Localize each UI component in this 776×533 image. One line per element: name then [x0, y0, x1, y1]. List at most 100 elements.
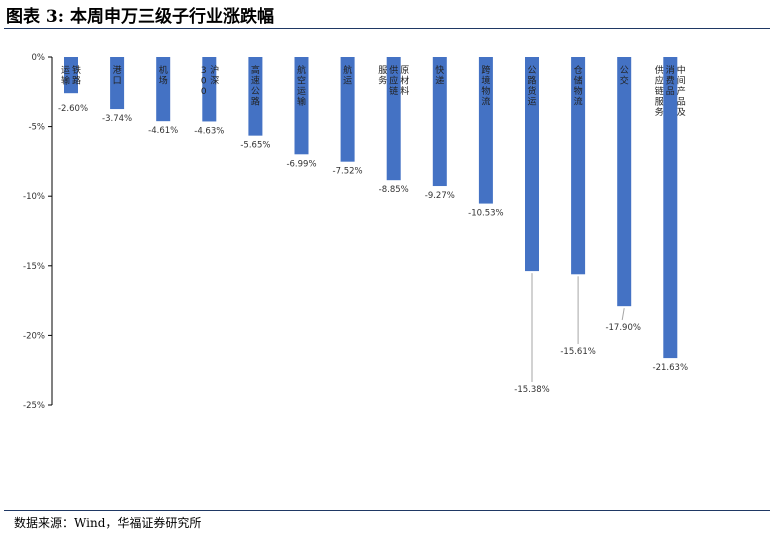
bar: [110, 57, 125, 110]
category-label-char: 服: [655, 97, 664, 108]
category-label-char: 公: [251, 86, 260, 97]
bar: [525, 57, 539, 272]
category-label-char: 供: [655, 64, 664, 76]
y-tick-label: -5%: [28, 123, 45, 133]
y-tick-label: -15%: [23, 262, 45, 272]
category-label-char: 深: [210, 76, 219, 87]
category-label-char: 链: [389, 85, 398, 97]
data-label: -2.60%: [58, 104, 88, 114]
category-label-char: 材: [400, 75, 409, 87]
category-label-char: 航: [343, 64, 352, 76]
bar-chart: 0% -5% -10% -15% -20% -25% -2.60% -3.74% -4.61%…: [23, 53, 688, 411]
category-label-char: 务: [655, 106, 664, 118]
category-label-char: 港: [113, 64, 122, 76]
leader-line: [621, 308, 625, 321]
category-label-char: 0: [201, 77, 207, 87]
data-label: -9.27%: [425, 191, 455, 201]
figure-title: 图表 3: 本周申万三级子行业涨跌幅: [6, 7, 274, 27]
category-label-char: 供: [389, 64, 398, 76]
category-label-char: 品: [666, 86, 675, 97]
y-axis: 0% -5% -10% -15% -20% -25%: [23, 53, 53, 411]
category-label-char: 空: [297, 75, 306, 87]
source-note: 数据来源：Wind，华福证券研究所: [14, 516, 202, 530]
category-label-char: 费: [666, 75, 675, 87]
bar: [294, 57, 309, 155]
category-label-char: 中: [677, 64, 686, 76]
category-label-char: 跨: [481, 65, 490, 76]
bar: [340, 57, 355, 162]
data-label: -8.85%: [379, 185, 409, 195]
category-label-char: 航: [297, 64, 306, 76]
category-label-char: 交: [620, 75, 629, 87]
title-rule: [4, 28, 770, 29]
category-label-char: 口: [113, 77, 122, 87]
category-label-char: 料: [400, 85, 409, 97]
category-label-char: 公: [527, 65, 536, 76]
category-label-char: 0: [201, 87, 207, 97]
category-labels: 铁路运输港口机场沪深300高速公路航空运输航运原材料供应链服务快递跨境物流公路货…: [61, 64, 686, 118]
category-label-char: 3: [201, 66, 207, 76]
category-label-char: 应: [389, 75, 398, 87]
category-label-char: 运: [61, 65, 70, 76]
data-label: -7.52%: [333, 167, 363, 177]
category-label-char: 产: [677, 85, 686, 97]
data-label: -21.63%: [653, 363, 688, 373]
data-label: -3.74%: [102, 114, 132, 124]
y-tick-label: -10%: [23, 192, 45, 202]
category-label-char: 应: [655, 75, 664, 87]
bar: [156, 57, 171, 122]
category-label-char: 公: [620, 65, 629, 76]
data-label: -10.53%: [468, 209, 503, 219]
bar: [571, 57, 586, 275]
category-label-char: 货: [527, 85, 536, 97]
category-label-char: 运: [343, 76, 352, 87]
y-tick-label: -20%: [23, 331, 45, 341]
category-label-char: 铁: [72, 64, 81, 76]
category-label-char: 输: [61, 75, 70, 87]
category-label-char: 运: [297, 86, 306, 97]
category-label-char: 沪: [210, 64, 219, 76]
data-label: -5.65%: [240, 141, 270, 151]
category-label-char: 及: [677, 107, 686, 118]
bar: [64, 57, 78, 94]
bar: [617, 57, 632, 307]
source-rule: [4, 510, 770, 511]
category-label-char: 快: [435, 64, 444, 76]
bar: [432, 57, 447, 187]
data-label: -6.99%: [286, 159, 316, 169]
bar: [202, 57, 217, 122]
category-label-char: 链: [655, 85, 664, 97]
bar: [663, 57, 678, 359]
data-labels: -2.60% -3.74% -4.61% -4.63% -5.65% -6.99% -7.5…: [58, 104, 688, 395]
category-label-char: 间: [677, 75, 686, 87]
category-label-char: 流: [481, 96, 490, 108]
category-label-char: 境: [481, 75, 490, 87]
category-label-char: 流: [574, 96, 583, 108]
category-label-char: 运: [527, 97, 536, 108]
data-label: -15.38%: [514, 385, 549, 395]
category-label-char: 储: [574, 75, 583, 87]
category-label-char: 原: [400, 65, 409, 76]
category-label-char: 务: [378, 75, 387, 87]
y-tick-label: -25%: [23, 401, 45, 411]
bars: [64, 57, 678, 359]
data-label: -17.90%: [605, 323, 640, 333]
category-label-char: 路: [251, 96, 260, 108]
category-label-char: 输: [297, 96, 306, 108]
category-label-char: 仓: [574, 64, 583, 76]
bar: [248, 57, 263, 136]
category-label-char: 递: [435, 75, 444, 87]
data-label: -4.61%: [148, 126, 178, 136]
bar: [386, 57, 401, 181]
category-label-char: 速: [251, 76, 260, 87]
category-label-char: 物: [574, 85, 583, 97]
category-label-char: 品: [677, 97, 686, 108]
category-label-char: 场: [159, 76, 168, 87]
data-label: -15.61%: [560, 347, 595, 357]
bar: [478, 57, 493, 204]
category-label-char: 物: [481, 85, 490, 97]
category-label-char: 路: [527, 75, 536, 87]
category-label-char: 服: [378, 65, 387, 76]
y-tick-label: 0%: [32, 53, 46, 63]
category-label-char: 高: [251, 64, 260, 76]
